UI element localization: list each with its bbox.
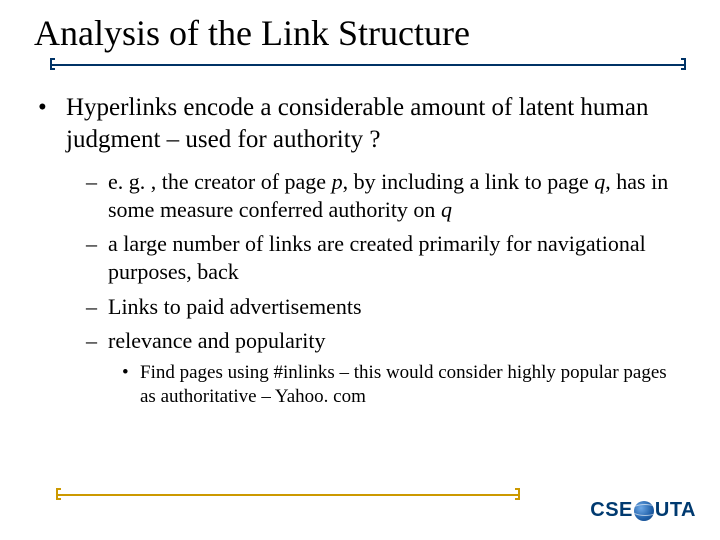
logo-text-cse: CSE bbox=[590, 499, 633, 522]
bullet-level1: • Hyperlinks encode a considerable amoun… bbox=[38, 92, 686, 156]
slide-title: Analysis of the Link Structure bbox=[34, 12, 686, 54]
footer-divider bbox=[56, 488, 520, 502]
bullet-text: Find pages using #inlinks – this would c… bbox=[140, 361, 686, 410]
logo-text-uta: UTA bbox=[655, 499, 696, 522]
slide: Analysis of the Link Structure • Hyperli… bbox=[0, 0, 720, 540]
bullet-level2: – relevance and popularity bbox=[86, 327, 686, 355]
bullet-text: relevance and popularity bbox=[108, 327, 325, 355]
bullet-text: Links to paid advertisements bbox=[108, 293, 362, 321]
bullet-level2: – a large number of links are created pr… bbox=[86, 230, 686, 286]
bullet-text: a large number of links are created prim… bbox=[108, 230, 686, 286]
bullet-marker: • bbox=[122, 361, 140, 410]
bullet-level2: – e. g. , the creator of page p, by incl… bbox=[86, 168, 686, 224]
bullet-marker: – bbox=[86, 327, 108, 355]
logo: CSE UTA bbox=[590, 499, 696, 522]
bullet-text: Hyperlinks encode a considerable amount … bbox=[66, 92, 686, 156]
bullet-marker: • bbox=[38, 92, 66, 156]
bullet-marker: – bbox=[86, 168, 108, 224]
title-divider bbox=[34, 58, 686, 72]
bullet-level2: – Links to paid advertisements bbox=[86, 293, 686, 321]
bullet-text: e. g. , the creator of page p, by includ… bbox=[108, 168, 686, 224]
bullet-level3: • Find pages using #inlinks – this would… bbox=[122, 361, 686, 410]
bullet-marker: – bbox=[86, 230, 108, 286]
bullet-marker: – bbox=[86, 293, 108, 321]
globe-icon bbox=[634, 501, 654, 521]
